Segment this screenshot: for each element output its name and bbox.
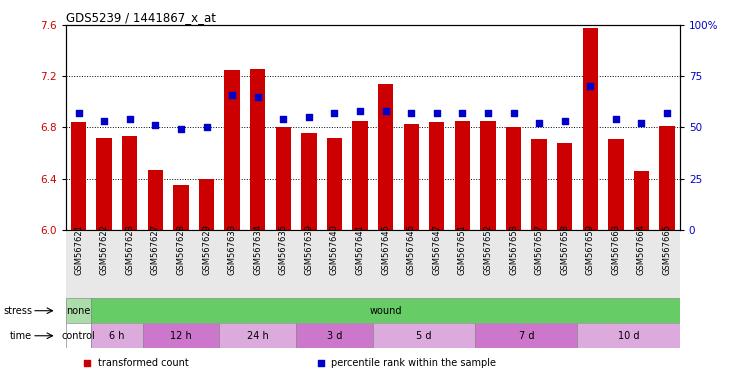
Bar xyxy=(66,298,91,323)
Point xyxy=(354,108,366,114)
Point xyxy=(226,91,238,98)
Text: GDS5239 / 1441867_x_at: GDS5239 / 1441867_x_at xyxy=(66,11,216,24)
Point xyxy=(73,110,84,116)
Bar xyxy=(577,323,680,348)
Text: 24 h: 24 h xyxy=(247,331,268,341)
Point xyxy=(661,110,673,116)
Point xyxy=(585,83,596,89)
Bar xyxy=(219,323,296,348)
Text: time: time xyxy=(10,331,32,341)
Point xyxy=(303,114,315,120)
Bar xyxy=(634,171,649,230)
Bar xyxy=(327,138,342,230)
Point xyxy=(635,120,648,126)
Bar xyxy=(276,127,291,230)
Text: 10 d: 10 d xyxy=(618,331,640,341)
Text: none: none xyxy=(67,306,91,316)
Bar xyxy=(583,28,598,230)
Bar xyxy=(143,323,219,348)
Bar xyxy=(66,323,91,348)
Point xyxy=(534,120,545,126)
Text: control: control xyxy=(61,331,96,341)
Text: wound: wound xyxy=(369,306,402,316)
Point xyxy=(200,124,212,131)
Bar xyxy=(608,139,624,230)
Point xyxy=(251,94,263,100)
Bar xyxy=(404,124,419,230)
Bar xyxy=(352,121,368,230)
Point xyxy=(380,108,392,114)
Bar xyxy=(148,170,163,230)
Text: 6 h: 6 h xyxy=(109,331,125,341)
Text: 5 d: 5 d xyxy=(416,331,432,341)
Text: 7 d: 7 d xyxy=(518,331,534,341)
Point xyxy=(482,110,494,116)
Bar xyxy=(71,122,86,230)
Bar xyxy=(531,139,547,230)
Point xyxy=(558,118,570,124)
Point xyxy=(149,122,161,128)
Point xyxy=(431,110,442,116)
Bar xyxy=(173,185,189,230)
Bar xyxy=(557,143,572,230)
Text: 3 d: 3 d xyxy=(327,331,342,341)
Point xyxy=(610,116,621,122)
Bar xyxy=(373,323,475,348)
Point xyxy=(277,116,289,122)
Bar xyxy=(122,136,137,230)
Bar xyxy=(296,323,373,348)
Bar xyxy=(475,323,577,348)
Bar xyxy=(301,132,317,230)
Text: transformed count: transformed count xyxy=(98,358,189,367)
Bar xyxy=(506,127,521,230)
Text: stress: stress xyxy=(3,306,32,316)
Bar xyxy=(199,179,214,230)
Bar xyxy=(224,70,240,230)
Bar xyxy=(455,121,470,230)
Point xyxy=(175,126,187,132)
Point xyxy=(562,202,574,208)
Point xyxy=(405,110,417,116)
Text: 12 h: 12 h xyxy=(170,331,192,341)
Point xyxy=(98,118,110,124)
Point xyxy=(507,110,519,116)
Point xyxy=(124,116,136,122)
Bar xyxy=(429,122,444,230)
Point xyxy=(456,110,469,116)
Bar xyxy=(91,323,143,348)
Point xyxy=(329,110,341,116)
Bar xyxy=(480,121,496,230)
Bar xyxy=(378,84,393,230)
Bar xyxy=(250,68,265,230)
Bar xyxy=(659,126,675,230)
Text: percentile rank within the sample: percentile rank within the sample xyxy=(331,358,496,367)
Bar xyxy=(96,138,112,230)
